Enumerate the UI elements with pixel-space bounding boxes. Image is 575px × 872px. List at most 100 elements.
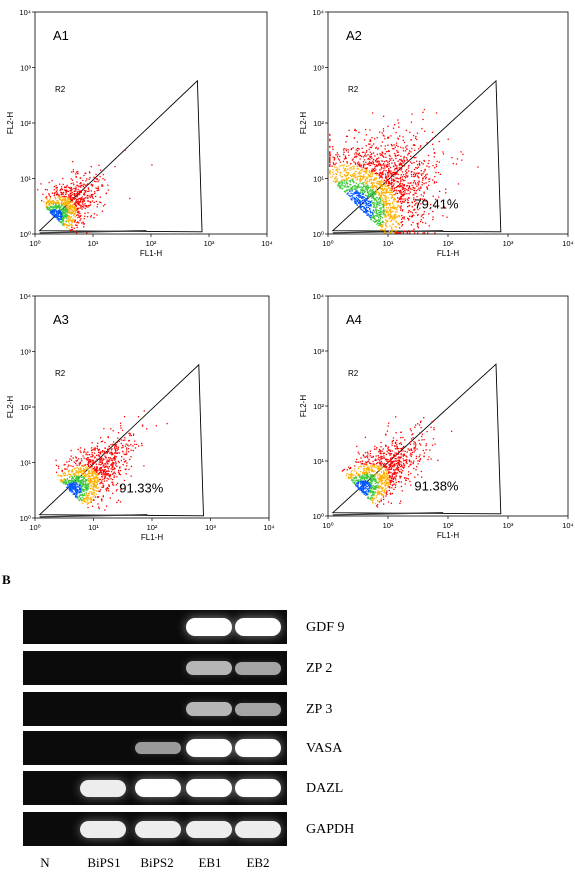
region-label: R2 — [55, 369, 66, 378]
y-tick-label: 10⁴ — [19, 8, 31, 17]
x-tick-label: 10⁴ — [261, 239, 273, 248]
gel-row-gdf9 — [23, 610, 287, 644]
x-tick-label: 10² — [443, 521, 454, 530]
y-tick-label: 10³ — [20, 348, 31, 357]
x-tick-label: 10² — [147, 523, 158, 532]
gate-percentage: 79.41% — [414, 196, 459, 211]
y-axis-label: FL2-H — [299, 112, 308, 134]
gel-band — [186, 820, 232, 838]
flow-cytometry-panels: 10⁰10⁰10¹10¹10²10²10³10³10⁴10⁴FL1-HFL2-H… — [6, 8, 574, 540]
lane-label: EB1 — [198, 855, 222, 870]
x-axis-label: FL1-H — [140, 249, 162, 258]
gel-band — [235, 618, 281, 636]
gene-label: VASA — [306, 741, 343, 756]
y-tick-label: 10³ — [313, 64, 324, 73]
x-axis-label: FL1-H — [437, 531, 459, 540]
gel-band — [186, 661, 232, 675]
gel-row-zp2 — [23, 651, 287, 685]
x-tick-label: 10¹ — [383, 521, 394, 530]
panel-id: A1 — [53, 28, 69, 43]
y-tick-label: 10³ — [20, 64, 31, 73]
y-tick-label: 10¹ — [313, 175, 324, 184]
y-tick-label: 10¹ — [20, 459, 31, 468]
y-tick-label: 10³ — [313, 347, 324, 356]
gel-band — [186, 702, 232, 716]
y-tick-label: 10¹ — [313, 457, 324, 466]
gate-percentage: 91.33% — [119, 480, 164, 495]
gel-band — [235, 661, 281, 675]
region-label: R2 — [348, 85, 359, 94]
scatter-points — [55, 410, 168, 511]
scatter-points — [329, 108, 479, 234]
plot-frame — [327, 295, 569, 517]
x-tick-label: 10⁴ — [263, 523, 275, 532]
x-axis-label: FL1-H — [141, 533, 163, 540]
y-tick-label: 10⁰ — [313, 512, 324, 521]
panel-id: A3 — [53, 312, 69, 327]
gel-band — [186, 618, 232, 636]
x-tick-label: 10³ — [205, 523, 216, 532]
x-tick-label: 10⁰ — [322, 239, 333, 248]
gene-label: GDF 9 — [306, 620, 345, 635]
gel-band — [186, 739, 232, 757]
scatter-points — [37, 149, 153, 234]
x-tick-label: 10³ — [503, 521, 514, 530]
gel-band — [80, 820, 126, 838]
x-tick-label: 10³ — [204, 239, 215, 248]
gel-row-zp3 — [23, 692, 287, 726]
y-tick-label: 10⁴ — [312, 292, 324, 301]
gene-label: DAZL — [306, 781, 344, 796]
y-axis-label: FL2-H — [6, 112, 15, 134]
gel-row-gapdh — [23, 812, 287, 846]
gel-band — [235, 820, 281, 838]
gel-band — [135, 779, 181, 797]
x-tick-label: 10⁰ — [322, 521, 333, 530]
gate-percentage: 91.38% — [414, 479, 459, 494]
plot-frame — [34, 11, 268, 235]
lane-label: N — [40, 855, 50, 870]
y-tick-label: 10⁴ — [312, 8, 324, 17]
x-tick-label: 10¹ — [383, 239, 394, 248]
gene-label: GAPDH — [306, 822, 355, 837]
gel-band — [135, 741, 181, 755]
y-tick-label: 10² — [313, 119, 324, 128]
panel-id: A2 — [346, 28, 362, 43]
gel-band — [235, 702, 281, 716]
y-tick-label: 10⁰ — [20, 514, 31, 523]
y-tick-label: 10¹ — [20, 175, 31, 184]
gel-band — [135, 820, 181, 838]
x-tick-label: 10⁴ — [562, 239, 574, 248]
y-tick-label: 10² — [20, 119, 31, 128]
y-axis-label: FL2-H — [299, 395, 308, 417]
lane-label: EB2 — [246, 855, 270, 870]
gel-band — [235, 739, 281, 757]
y-tick-label: 10⁰ — [313, 230, 324, 239]
gel-band — [186, 779, 232, 797]
x-tick-label: 10⁴ — [562, 521, 574, 530]
gene-label: ZP 3 — [306, 702, 333, 717]
scatter-points — [341, 416, 453, 508]
gel-band — [235, 779, 281, 797]
region-label: R2 — [55, 85, 66, 94]
gel-row-dazl — [23, 771, 287, 805]
x-tick-label: 10¹ — [88, 523, 99, 532]
lane-label: BiPS2 — [140, 855, 174, 870]
panel-id: A4 — [346, 312, 362, 327]
x-tick-label: 10⁰ — [29, 523, 40, 532]
y-tick-label: 10² — [20, 403, 31, 412]
y-axis-label: FL2-H — [6, 396, 15, 418]
gene-label: ZP 2 — [306, 661, 333, 676]
y-tick-label: 10⁴ — [19, 292, 31, 301]
x-tick-label: 10¹ — [88, 239, 99, 248]
section-b-label: B — [2, 572, 11, 587]
x-axis-label: FL1-H — [437, 249, 459, 258]
x-tick-label: 10³ — [503, 239, 514, 248]
gel-row-vasa — [23, 731, 287, 765]
y-tick-label: 10⁰ — [20, 230, 31, 239]
region-label: R2 — [348, 369, 359, 378]
x-tick-label: 10² — [443, 239, 454, 248]
